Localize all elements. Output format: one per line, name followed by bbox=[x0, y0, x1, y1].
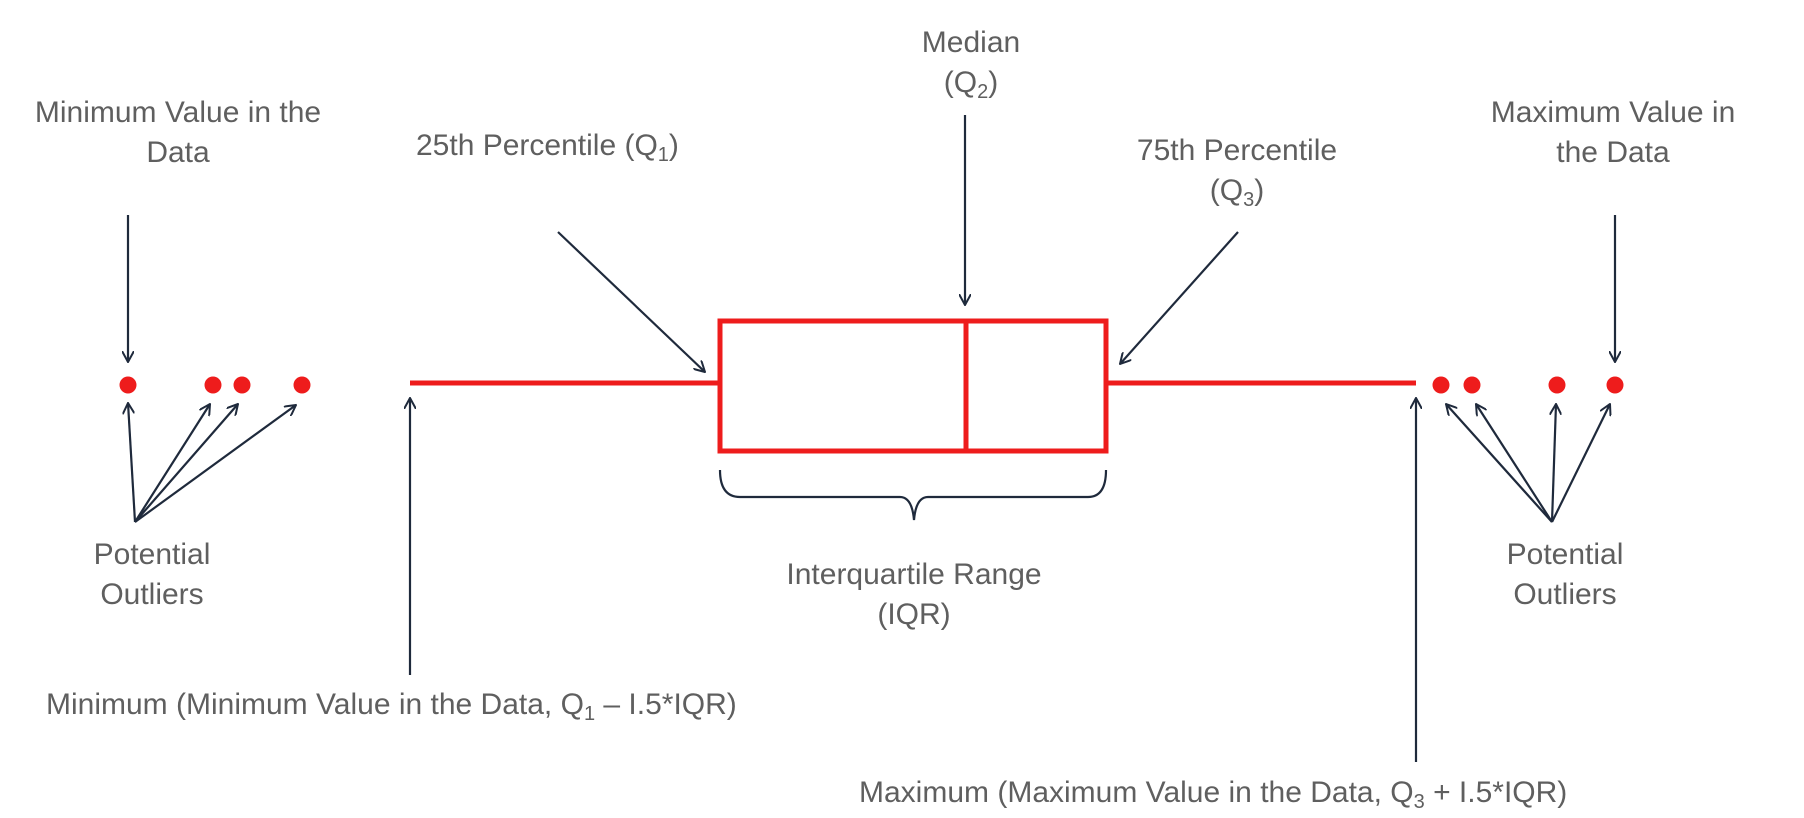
min-value-label: Minimum Value in the bbox=[35, 96, 321, 129]
outlier-point bbox=[293, 376, 311, 394]
outlier-arrow bbox=[134, 404, 210, 523]
q3-arrow bbox=[1120, 231, 1239, 364]
q3-label: 75th Percentile bbox=[1137, 134, 1337, 167]
outlier-arrow bbox=[134, 404, 238, 523]
median-q-label: (Q2) bbox=[944, 66, 998, 103]
iqr-label: Interquartile Range bbox=[786, 558, 1041, 591]
outliers-left-label: Potential bbox=[94, 538, 211, 571]
outlier-point bbox=[1463, 376, 1481, 394]
outlier-point bbox=[233, 376, 251, 394]
maximum-label: Maximum (Maximum Value in the Data, Q3 +… bbox=[859, 776, 1567, 813]
outlier-arrow bbox=[1551, 404, 1610, 523]
median-label: Median bbox=[922, 26, 1020, 59]
outliers-right-label-line2: Outliers bbox=[1513, 578, 1616, 611]
outlier-arrow bbox=[1476, 404, 1553, 523]
q1-arrow bbox=[557, 231, 705, 372]
outlier-point bbox=[204, 376, 222, 394]
minimum-label: Minimum (Minimum Value in the Data, Q1 –… bbox=[46, 688, 737, 725]
q1-label: 25th Percentile (Q1) bbox=[416, 129, 679, 166]
outlier-arrow bbox=[128, 403, 137, 523]
outlier-arrow bbox=[1446, 404, 1553, 523]
outlier-point bbox=[1548, 376, 1566, 394]
box-plot bbox=[410, 318, 1416, 454]
outliers-left-label-line2: Outliers bbox=[100, 578, 203, 611]
outlier-point bbox=[119, 376, 137, 394]
iqr-box bbox=[717, 318, 1109, 454]
outlier-point bbox=[1606, 376, 1624, 394]
outliers-right-label: Potential bbox=[1507, 538, 1624, 571]
q3-q-label: (Q3) bbox=[1210, 174, 1264, 211]
outliers-right bbox=[1432, 376, 1624, 394]
max-value-label-line2: the Data bbox=[1556, 136, 1670, 169]
outliers-left bbox=[119, 376, 311, 394]
iqr-label-line2: (IQR) bbox=[877, 598, 950, 631]
min-value-label-line2: Data bbox=[146, 136, 210, 169]
outlier-point bbox=[1432, 376, 1450, 394]
outlier-arrow bbox=[1552, 404, 1556, 523]
max-value-label: Maximum Value in bbox=[1491, 96, 1736, 129]
outlier-arrow bbox=[134, 405, 296, 523]
annotation-arrows bbox=[128, 115, 1615, 762]
iqr-brace bbox=[718, 469, 1108, 521]
